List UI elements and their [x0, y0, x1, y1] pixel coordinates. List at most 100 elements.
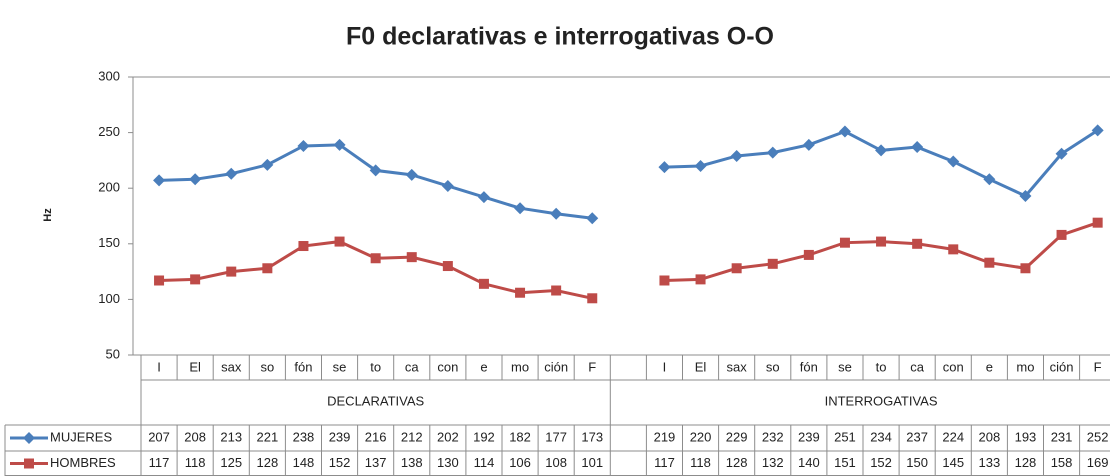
marker [983, 173, 996, 186]
marker [405, 168, 418, 181]
marker [478, 278, 489, 289]
x-tick-label: ca [405, 359, 420, 374]
table-value: 213 [220, 429, 242, 444]
x-tick-label: sax [727, 359, 748, 374]
x-tick-label: I [157, 359, 161, 374]
marker [839, 237, 850, 248]
table-value: 140 [798, 455, 820, 470]
table-value: 193 [1015, 429, 1037, 444]
marker [767, 258, 778, 269]
x-tick-label: El [189, 359, 201, 374]
marker [947, 155, 960, 168]
table-value: 251 [834, 429, 856, 444]
table-value: 132 [762, 455, 784, 470]
table-value: 130 [437, 455, 459, 470]
series-line [159, 129, 1099, 220]
table-value: 114 [474, 455, 495, 470]
table-value: 145 [942, 455, 964, 470]
marker [730, 149, 743, 162]
marker [766, 146, 779, 159]
table-value: 137 [365, 455, 387, 470]
x-tick-label: se [333, 359, 347, 374]
table-value: 182 [509, 429, 531, 444]
x-tick-label: to [370, 359, 381, 374]
marker [442, 261, 453, 272]
table-value: 252 [1087, 429, 1109, 444]
table-value: 173 [581, 429, 603, 444]
marker [875, 144, 888, 157]
marker [695, 274, 706, 285]
marker [694, 159, 707, 172]
plot-area [132, 76, 1110, 356]
x-tick-label: e [986, 359, 993, 374]
table-value: 169 [1087, 455, 1109, 470]
table-value: 239 [798, 429, 820, 444]
table-value: 148 [293, 455, 315, 470]
table-value: 150 [906, 455, 928, 470]
legend-marker [23, 432, 35, 444]
table-value: 238 [293, 429, 315, 444]
marker [298, 241, 309, 252]
marker [1056, 229, 1067, 240]
table-value: 118 [690, 455, 711, 470]
marker [984, 257, 995, 268]
x-tick-label: mo [511, 359, 529, 374]
marker [297, 139, 310, 152]
marker [911, 141, 924, 154]
table-value: 212 [401, 429, 423, 444]
table-value: 128 [1015, 455, 1037, 470]
y-tick-label: 200 [98, 180, 120, 195]
marker [406, 252, 417, 263]
marker [1055, 147, 1068, 160]
table-value: 128 [256, 455, 278, 470]
y-axis-label: Hz [42, 208, 54, 222]
marker [153, 174, 166, 187]
marker [261, 158, 274, 171]
marker [190, 274, 201, 285]
table-value: 229 [726, 429, 748, 444]
table-value: 239 [329, 429, 351, 444]
table-value: 216 [365, 429, 387, 444]
table-value: 151 [834, 455, 856, 470]
marker [369, 164, 382, 177]
marker [370, 253, 381, 264]
marker [514, 202, 527, 215]
x-tick-label: mo [1016, 359, 1034, 374]
marker [515, 287, 526, 298]
marker [1092, 217, 1103, 228]
marker [1091, 124, 1104, 137]
marker [1019, 189, 1032, 202]
x-tick-label: ción [544, 359, 568, 374]
marker [658, 161, 671, 174]
x-tick-label: El [695, 359, 707, 374]
marker [876, 236, 887, 247]
group-label: INTERROGATIVAS [825, 393, 938, 408]
x-tick-label: I [663, 359, 667, 374]
table-value: 101 [581, 455, 603, 470]
marker [333, 138, 346, 151]
table-value: 237 [906, 429, 928, 444]
chart-title: F0 declarativas e interrogativas O-O [346, 23, 774, 51]
x-tick-label: con [437, 359, 458, 374]
x-tick-label: F [1094, 359, 1102, 374]
table-value: 152 [870, 455, 892, 470]
x-tick-label: sax [221, 359, 242, 374]
table-value: 125 [220, 455, 242, 470]
marker [477, 191, 490, 204]
marker [731, 263, 742, 274]
x-tick-label: con [943, 359, 964, 374]
marker [226, 266, 237, 277]
marker [441, 179, 454, 192]
x-tick-label: se [838, 359, 852, 374]
table-value: 138 [401, 455, 423, 470]
x-tick-label: so [766, 359, 780, 374]
table-value: 118 [185, 455, 206, 470]
x-tick-label: so [260, 359, 274, 374]
table-value: 106 [509, 455, 531, 470]
table-value: 208 [184, 429, 206, 444]
table-value: 220 [690, 429, 712, 444]
legend-label: HOMBRES [50, 455, 116, 470]
x-tick-label: e [480, 359, 487, 374]
y-tick-label: 150 [98, 235, 120, 250]
